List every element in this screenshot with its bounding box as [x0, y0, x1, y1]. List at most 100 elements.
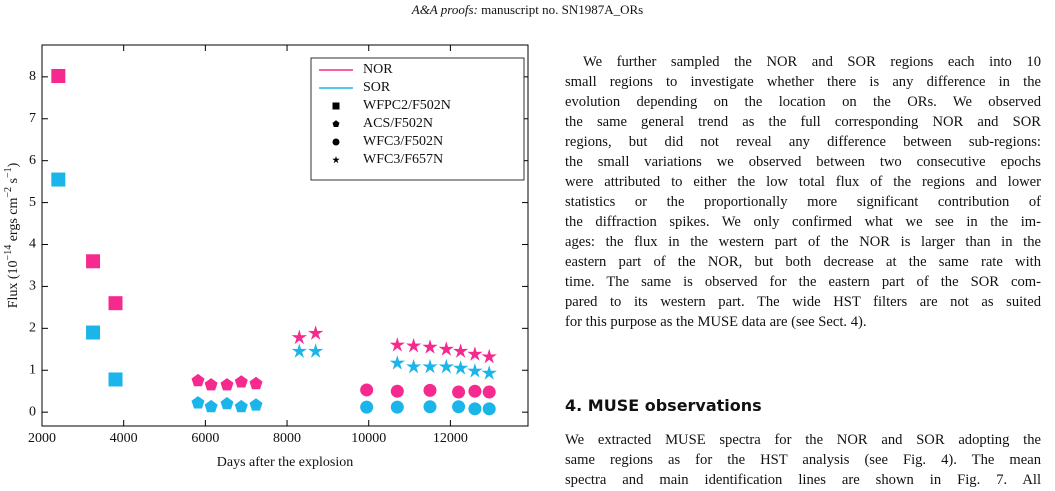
data-point — [234, 399, 248, 413]
data-point — [234, 375, 248, 388]
data-point — [389, 337, 405, 352]
data-point — [438, 358, 454, 374]
text-line: small regions to investigate whether the… — [565, 74, 1041, 90]
paragraph: We extracted MUSE spectra for the NOR an… — [565, 430, 1041, 490]
y-tick-label: 0 — [29, 404, 36, 419]
legend-label: WFC3/F502N — [363, 134, 443, 149]
data-point — [452, 385, 466, 399]
legend-label: NOR — [363, 62, 393, 77]
data-point — [108, 296, 123, 311]
y-tick-label: 3 — [29, 279, 36, 294]
data-point — [482, 385, 496, 399]
text-line: evolution depending on the location on t… — [565, 94, 1041, 110]
legend-label: ACS/F502N — [363, 116, 433, 131]
y-axis-label: Flux (10−14 ergs cm−2 s−1) — [3, 162, 21, 308]
text-line: the same general trend as the full corre… — [565, 114, 1041, 130]
text-line: for this purpose as the MUSE data are (s… — [565, 314, 867, 330]
text-line: the diffraction spikes. We only confirme… — [565, 214, 1041, 230]
section-heading: 4. MUSE observations — [565, 396, 762, 415]
x-tick-label: 12000 — [433, 431, 468, 446]
legend-label: WFPC2/F502N — [363, 98, 451, 113]
y-axis-label-part: −1 — [3, 167, 14, 178]
x-tick-label: 10000 — [351, 431, 386, 446]
data-point — [390, 384, 404, 398]
data-point — [108, 372, 123, 387]
data-point — [422, 358, 438, 374]
data-point — [360, 400, 374, 414]
data-point — [308, 343, 324, 358]
data-point — [86, 254, 101, 269]
y-axis-label-part: Flux (10 — [6, 260, 21, 308]
journal: A&A proofs: — [411, 2, 478, 17]
data-point — [389, 355, 405, 370]
text-line: ages: the flux in the western part of th… — [565, 234, 1041, 250]
legend-marker — [332, 138, 340, 146]
text-line: the small variations we observed between… — [565, 154, 1041, 170]
data-point — [482, 402, 496, 416]
y-tick-label: 5 — [29, 195, 36, 210]
data-point — [249, 376, 263, 390]
legend-label: SOR — [363, 80, 391, 95]
y-tick-label: 2 — [29, 321, 36, 336]
data-point — [291, 343, 307, 358]
data-point — [249, 398, 263, 411]
text-line: statistics or the proportionally more si… — [565, 194, 1041, 210]
data-point — [191, 373, 205, 387]
data-point — [468, 384, 482, 398]
y-axis-label-part: −14 — [3, 245, 14, 261]
text-line: We extracted MUSE spectra for the NOR an… — [565, 432, 1041, 448]
plot-frame — [41, 44, 529, 427]
chart: 0 1 2 3 4 5 6 7 8 2000 4000 6000 8000 10000 12000 Days … — [3, 44, 529, 470]
data-point — [308, 325, 324, 340]
paragraph: We further sampled the NOR and SOR regio… — [565, 52, 1041, 332]
text-line: same regions as for the HST analysis (se… — [565, 452, 1041, 468]
text-line: time. The same is observed for the easte… — [565, 274, 1041, 290]
data-point — [204, 399, 218, 413]
data-point — [468, 402, 482, 416]
data-point — [86, 325, 101, 340]
data-point — [51, 69, 66, 84]
y-tick-label: 1 — [29, 362, 36, 377]
data-point — [453, 360, 469, 375]
data-point — [438, 341, 454, 356]
data-point — [481, 365, 497, 380]
text-line: were attributed to either the low total … — [565, 174, 1041, 190]
text-line: eastern part of the NOR, but both decrea… — [565, 254, 1041, 270]
y-axis-label-part: ergs cm — [6, 198, 21, 245]
data-point — [220, 378, 234, 391]
legend-label: WFC3/F657N — [363, 152, 443, 167]
data-point — [422, 339, 438, 354]
data-point — [191, 396, 205, 409]
legend-marker — [332, 102, 340, 110]
y-tick-label: 8 — [29, 69, 36, 84]
data-point — [423, 400, 437, 414]
data-point — [452, 400, 466, 414]
data-point — [406, 358, 422, 374]
text-line: spectra and main identification lines ar… — [565, 472, 1041, 488]
x-tick-label: 2000 — [28, 431, 56, 446]
running-header: A&A proofs: manuscript no. SN1987A_ORs — [0, 2, 1055, 18]
data-point — [291, 329, 307, 345]
data-point — [406, 337, 422, 353]
legend-marker — [332, 120, 340, 127]
data-point — [481, 348, 497, 364]
y-axis-label-part: −2 — [3, 187, 14, 198]
data-point — [204, 378, 218, 391]
text-line: We further sampled the NOR and SOR regio… — [583, 54, 1041, 70]
x-tick-label: 8000 — [273, 431, 301, 446]
text-line: pared to its western part. The wide HST … — [565, 294, 1041, 310]
y-tick-label: 4 — [29, 237, 36, 252]
text-line: regions, but did not reveal any differen… — [565, 134, 1041, 150]
data-point — [453, 343, 469, 358]
data-point — [360, 383, 374, 397]
data-point — [51, 172, 66, 187]
data-point — [467, 346, 483, 361]
data-point — [467, 363, 483, 378]
y-axis-label-part: ) — [6, 162, 21, 167]
y-tick-label: 7 — [29, 111, 36, 126]
x-tick-label: 4000 — [110, 431, 138, 446]
x-axis-label: Days after the explosion — [217, 455, 353, 470]
legend-box — [310, 57, 525, 181]
data-point — [220, 397, 234, 410]
